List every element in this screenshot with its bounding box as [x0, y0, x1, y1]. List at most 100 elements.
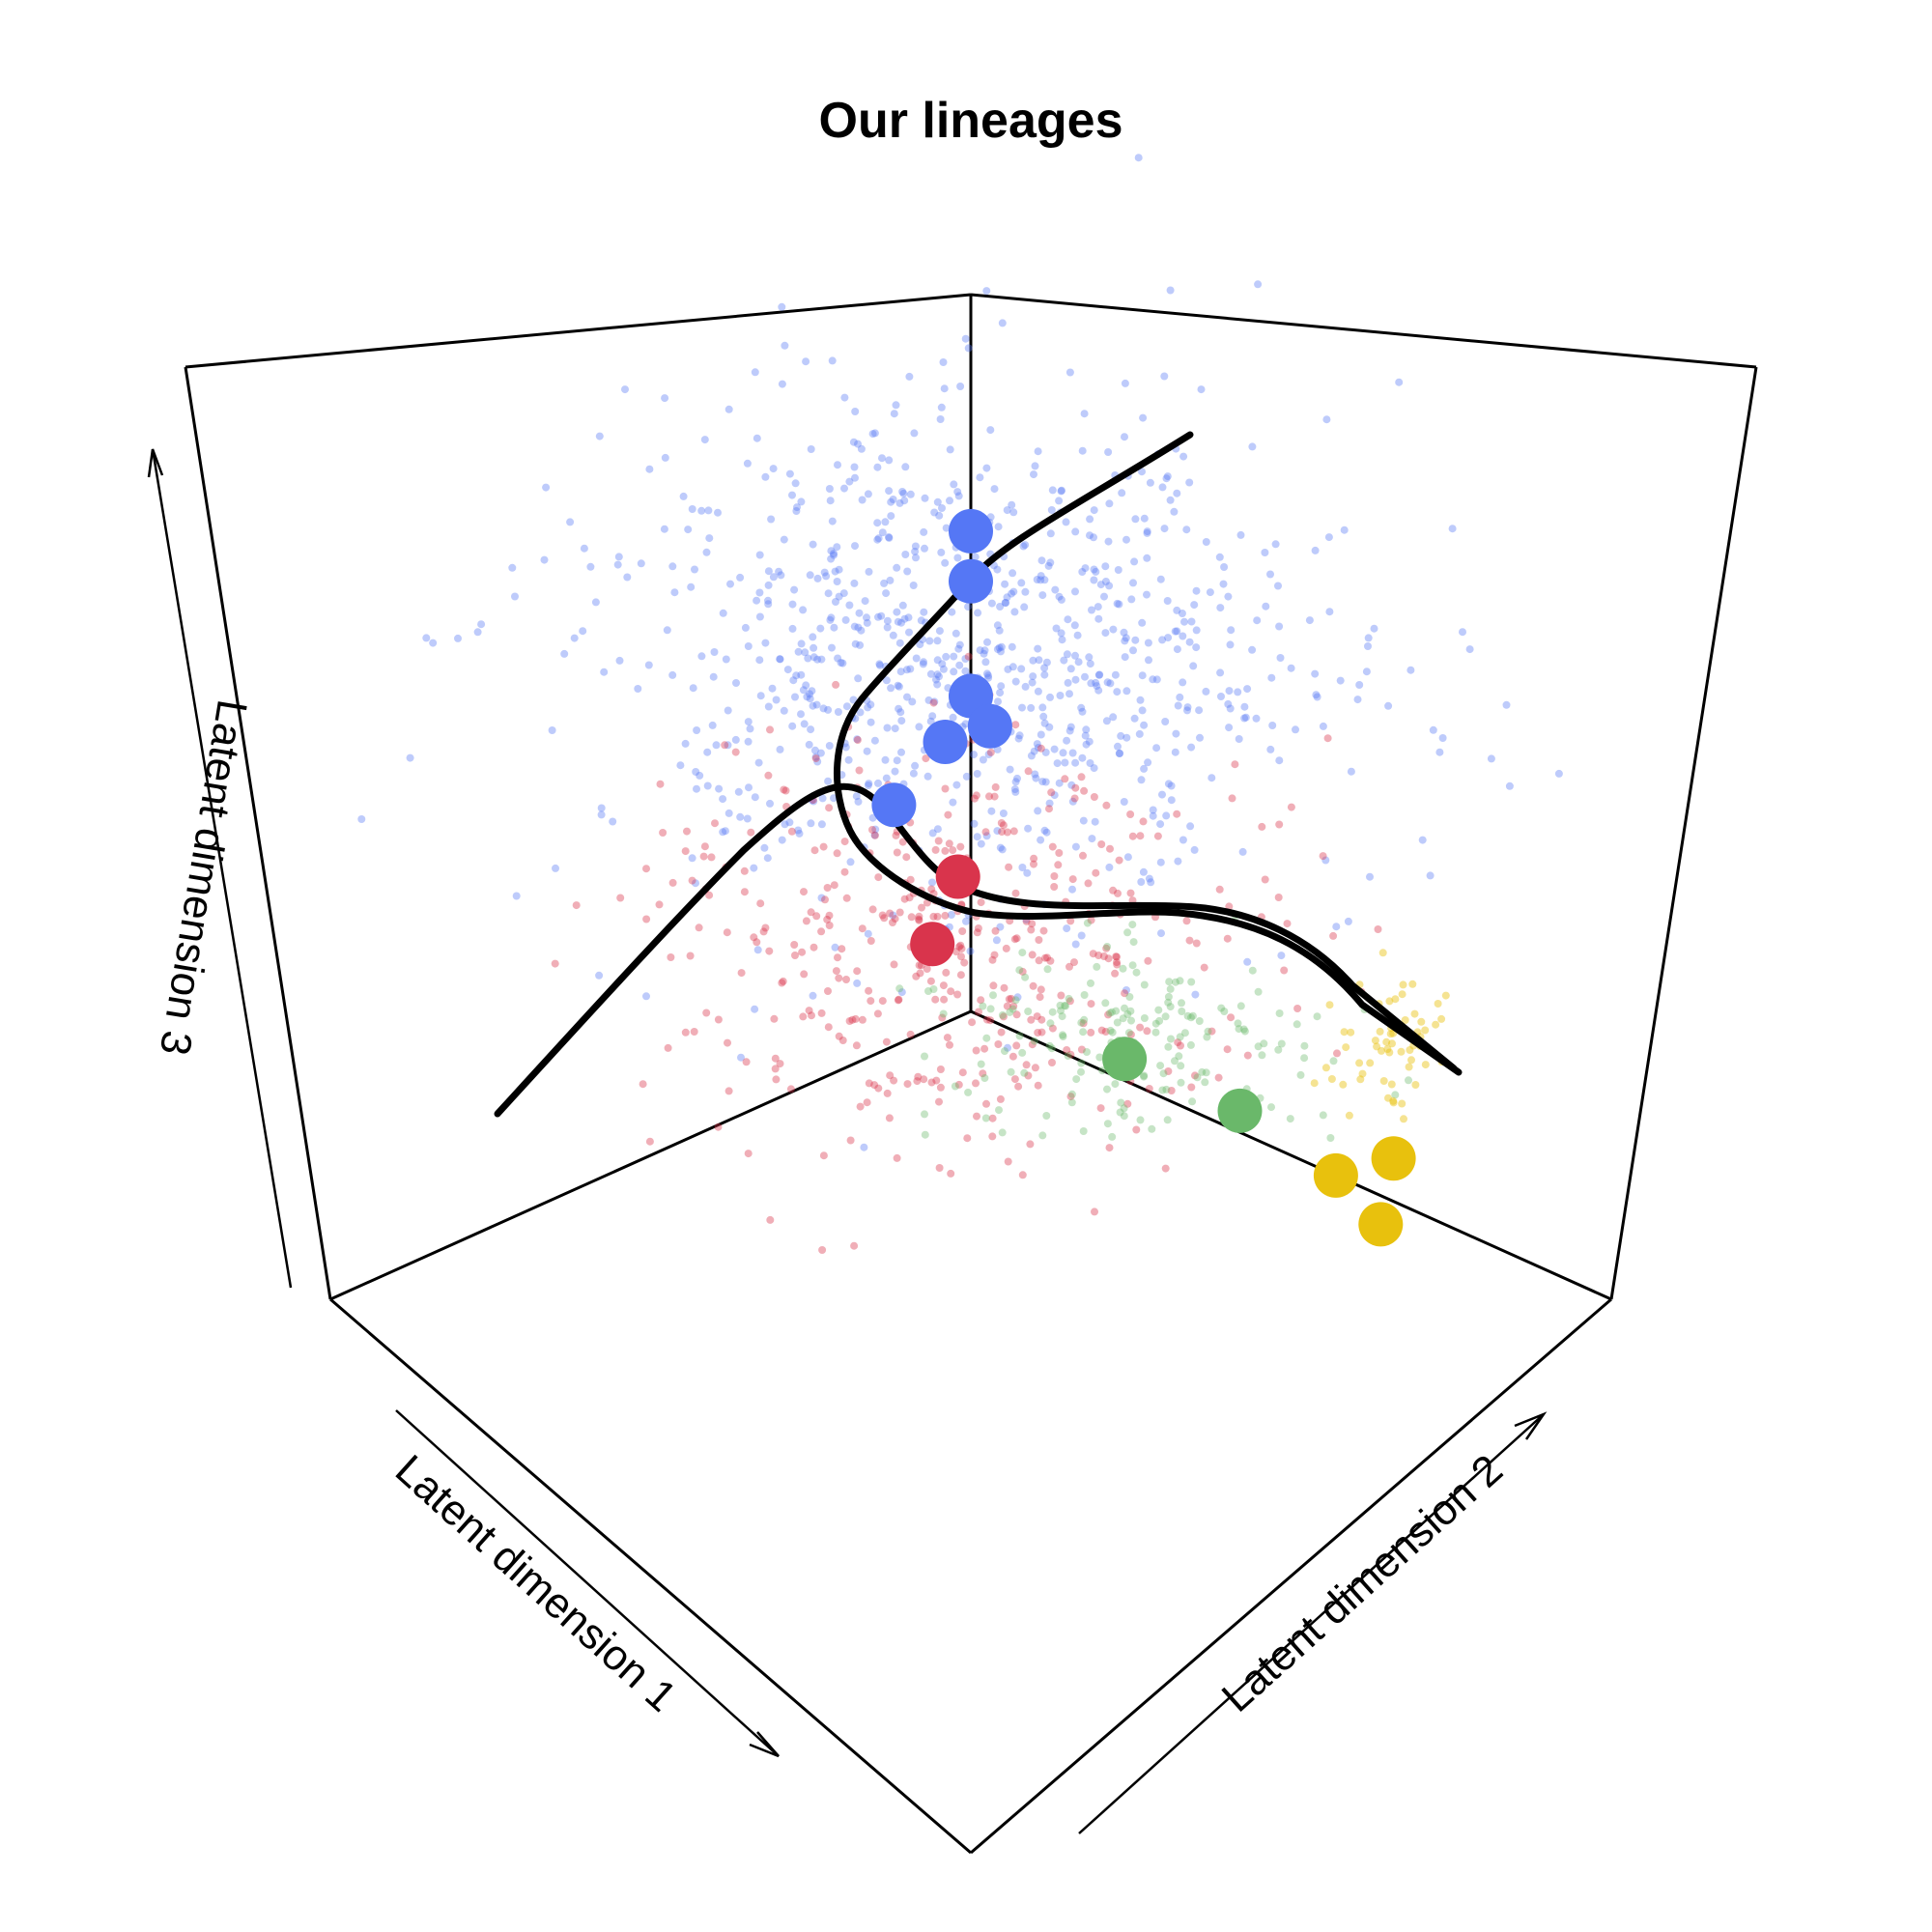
cell-point	[1029, 672, 1037, 681]
cell-point	[830, 881, 838, 890]
cell-point	[1192, 586, 1201, 595]
cell-point	[799, 1012, 808, 1021]
cell-point	[723, 928, 731, 937]
cell-point	[885, 533, 893, 541]
cell-point	[792, 671, 801, 680]
cell-point	[891, 915, 899, 923]
cell-point	[912, 654, 921, 663]
cell-point	[830, 550, 838, 557]
cell-point	[1039, 926, 1048, 935]
cell-point	[1118, 489, 1126, 497]
cell-point	[1078, 446, 1087, 455]
cell-point	[1111, 969, 1120, 978]
cell-point	[1096, 1104, 1105, 1113]
cell-point	[1077, 931, 1086, 940]
cluster-center-blue	[923, 720, 968, 764]
cell-point	[1045, 1041, 1054, 1050]
cell-point	[1171, 627, 1179, 636]
cell-point	[1111, 1080, 1120, 1089]
axis-y-arrow	[1078, 1413, 1545, 1834]
cell-point	[979, 1002, 987, 1010]
cell-point	[1275, 622, 1284, 631]
cluster-center-red	[935, 854, 980, 899]
cell-point	[962, 772, 971, 781]
cell-point	[1190, 845, 1199, 854]
cell-point	[982, 1034, 991, 1042]
cell-point	[1166, 1003, 1175, 1011]
cell-point	[885, 456, 894, 465]
cell-point	[873, 1009, 882, 1018]
cell-point	[854, 440, 862, 448]
cell-point	[915, 723, 923, 731]
cell-point	[1144, 758, 1152, 767]
cell-point	[744, 642, 753, 650]
cell-point	[853, 736, 862, 744]
cell-point	[1216, 668, 1225, 677]
cell-point	[1024, 767, 1033, 776]
cell-point	[1011, 996, 1020, 1005]
cell-point	[1164, 1042, 1173, 1051]
cell-point	[734, 787, 743, 796]
cell-point	[995, 643, 1004, 652]
cell-point	[1305, 616, 1314, 625]
cell-point	[429, 639, 438, 647]
cell-point	[905, 372, 914, 381]
cell-point	[719, 795, 727, 804]
cell-point	[780, 785, 788, 794]
cell-point	[756, 692, 765, 700]
cell-point	[981, 828, 990, 837]
cell-point	[1081, 672, 1089, 681]
cell-point	[856, 1102, 865, 1111]
cell-point	[939, 665, 948, 673]
cell-point	[1087, 979, 1094, 987]
cell-point	[928, 712, 937, 721]
cell-point	[1177, 1078, 1185, 1087]
cell-point	[920, 658, 927, 667]
cell-point	[947, 911, 955, 919]
cell-point	[709, 672, 718, 681]
cell-point	[1093, 962, 1101, 971]
cell-point	[940, 995, 949, 1004]
cell-point	[700, 842, 709, 851]
cell-point	[1087, 679, 1095, 688]
cell-point	[1034, 807, 1042, 815]
cell-point	[1300, 1041, 1309, 1050]
cell-point	[1121, 379, 1129, 387]
cell-point	[1056, 692, 1065, 699]
cell-point	[1327, 1075, 1336, 1083]
cell-point	[777, 571, 785, 580]
cell-point	[938, 1013, 947, 1022]
cell-point	[750, 933, 758, 942]
cell-point	[1018, 967, 1027, 976]
cell-point	[906, 1030, 915, 1038]
cell-point	[1067, 781, 1076, 789]
cell-point	[1161, 1164, 1170, 1173]
cell-point	[737, 969, 746, 978]
cell-point	[1156, 1062, 1165, 1070]
cell-point	[1121, 1004, 1128, 1012]
cell-point	[953, 990, 962, 999]
cell-point	[936, 415, 945, 423]
cell-point	[1234, 1019, 1242, 1028]
cell-point	[1010, 608, 1019, 616]
cell-point	[800, 970, 809, 979]
cell-point	[798, 948, 807, 956]
cell-point	[972, 1079, 980, 1088]
cell-point	[970, 794, 979, 803]
cell-point	[1091, 1208, 1098, 1216]
cell-point	[1115, 750, 1123, 757]
cell-point	[1228, 794, 1236, 803]
cell-point	[1325, 1001, 1334, 1009]
cell-point	[1079, 1028, 1088, 1037]
cell-point	[1274, 1045, 1283, 1054]
cell-point	[751, 368, 759, 377]
cell-point	[1312, 691, 1321, 699]
cell-point	[1113, 599, 1122, 608]
cell-point	[1018, 1171, 1027, 1179]
cell-point	[961, 655, 970, 663]
cell-point	[1108, 1028, 1117, 1037]
cell-point	[1057, 991, 1065, 1000]
axis-x-arrow	[395, 1409, 780, 1757]
cell-point	[1008, 642, 1016, 651]
cell-point	[1384, 1094, 1392, 1102]
